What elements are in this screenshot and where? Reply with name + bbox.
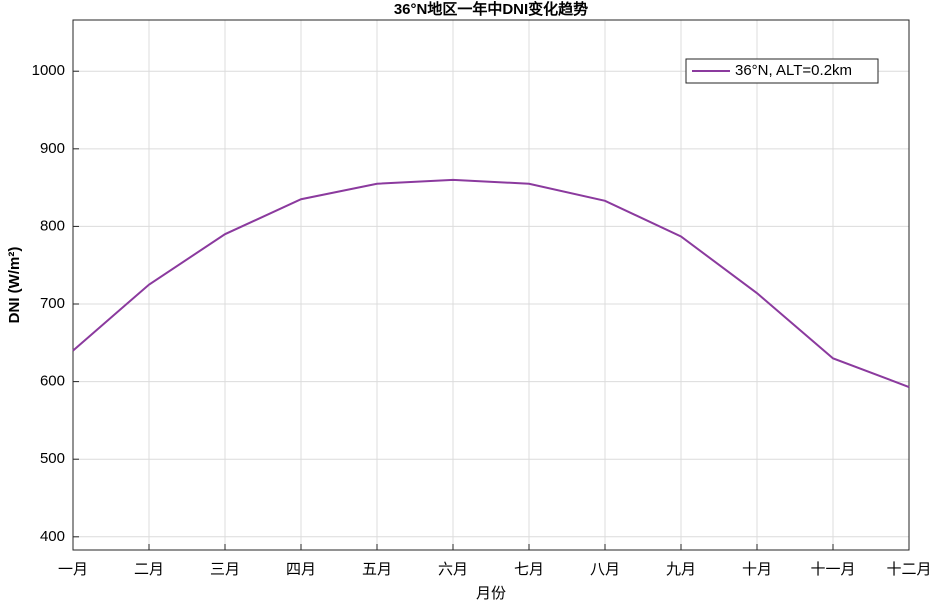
x-tick-label: 五月 <box>362 561 392 578</box>
x-tick-label: 十月 <box>742 561 772 578</box>
x-tick-label: 二月 <box>134 561 164 578</box>
x-tick-label: 十二月 <box>886 561 931 578</box>
y-tick-label: 700 <box>40 295 65 312</box>
x-tick-label: 九月 <box>666 561 696 578</box>
x-tick-label: 八月 <box>590 561 620 578</box>
y-tick-label: 900 <box>40 140 65 157</box>
legend: 36°N, ALT=0.2km <box>685 58 879 84</box>
plot-frame <box>72 19 910 551</box>
y-tick-label: 600 <box>40 373 65 390</box>
legend-label: 36°N, ALT=0.2km <box>735 62 852 79</box>
y-tick-label: 1000 <box>32 62 65 79</box>
x-tick-label: 三月 <box>210 561 240 578</box>
x-tick-label: 十一月 <box>810 561 855 578</box>
x-axis-label: 月份 <box>476 585 506 602</box>
y-tick-label: 800 <box>40 217 65 234</box>
y-axis-label: DNI (W/m²) <box>6 247 23 324</box>
x-tick-label: 七月 <box>514 561 544 578</box>
y-tick-label: 500 <box>40 450 65 467</box>
x-tick-label: 六月 <box>438 561 468 578</box>
x-tick-label: 四月 <box>286 561 316 578</box>
y-tick-label: 400 <box>40 528 65 545</box>
x-tick-label: 一月 <box>58 561 88 578</box>
chart-title: 36°N地区一年中DNI变化趋势 <box>394 0 588 18</box>
line-series <box>72 178 910 388</box>
